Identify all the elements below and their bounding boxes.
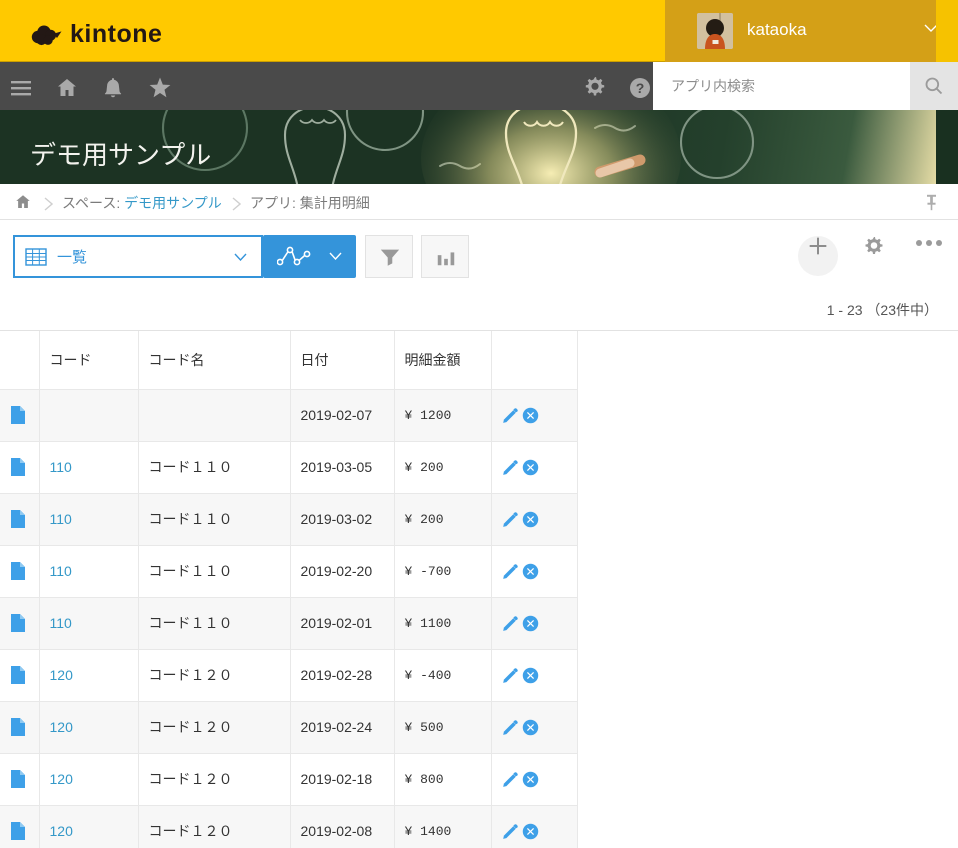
svg-text:?: ? bbox=[636, 80, 645, 96]
